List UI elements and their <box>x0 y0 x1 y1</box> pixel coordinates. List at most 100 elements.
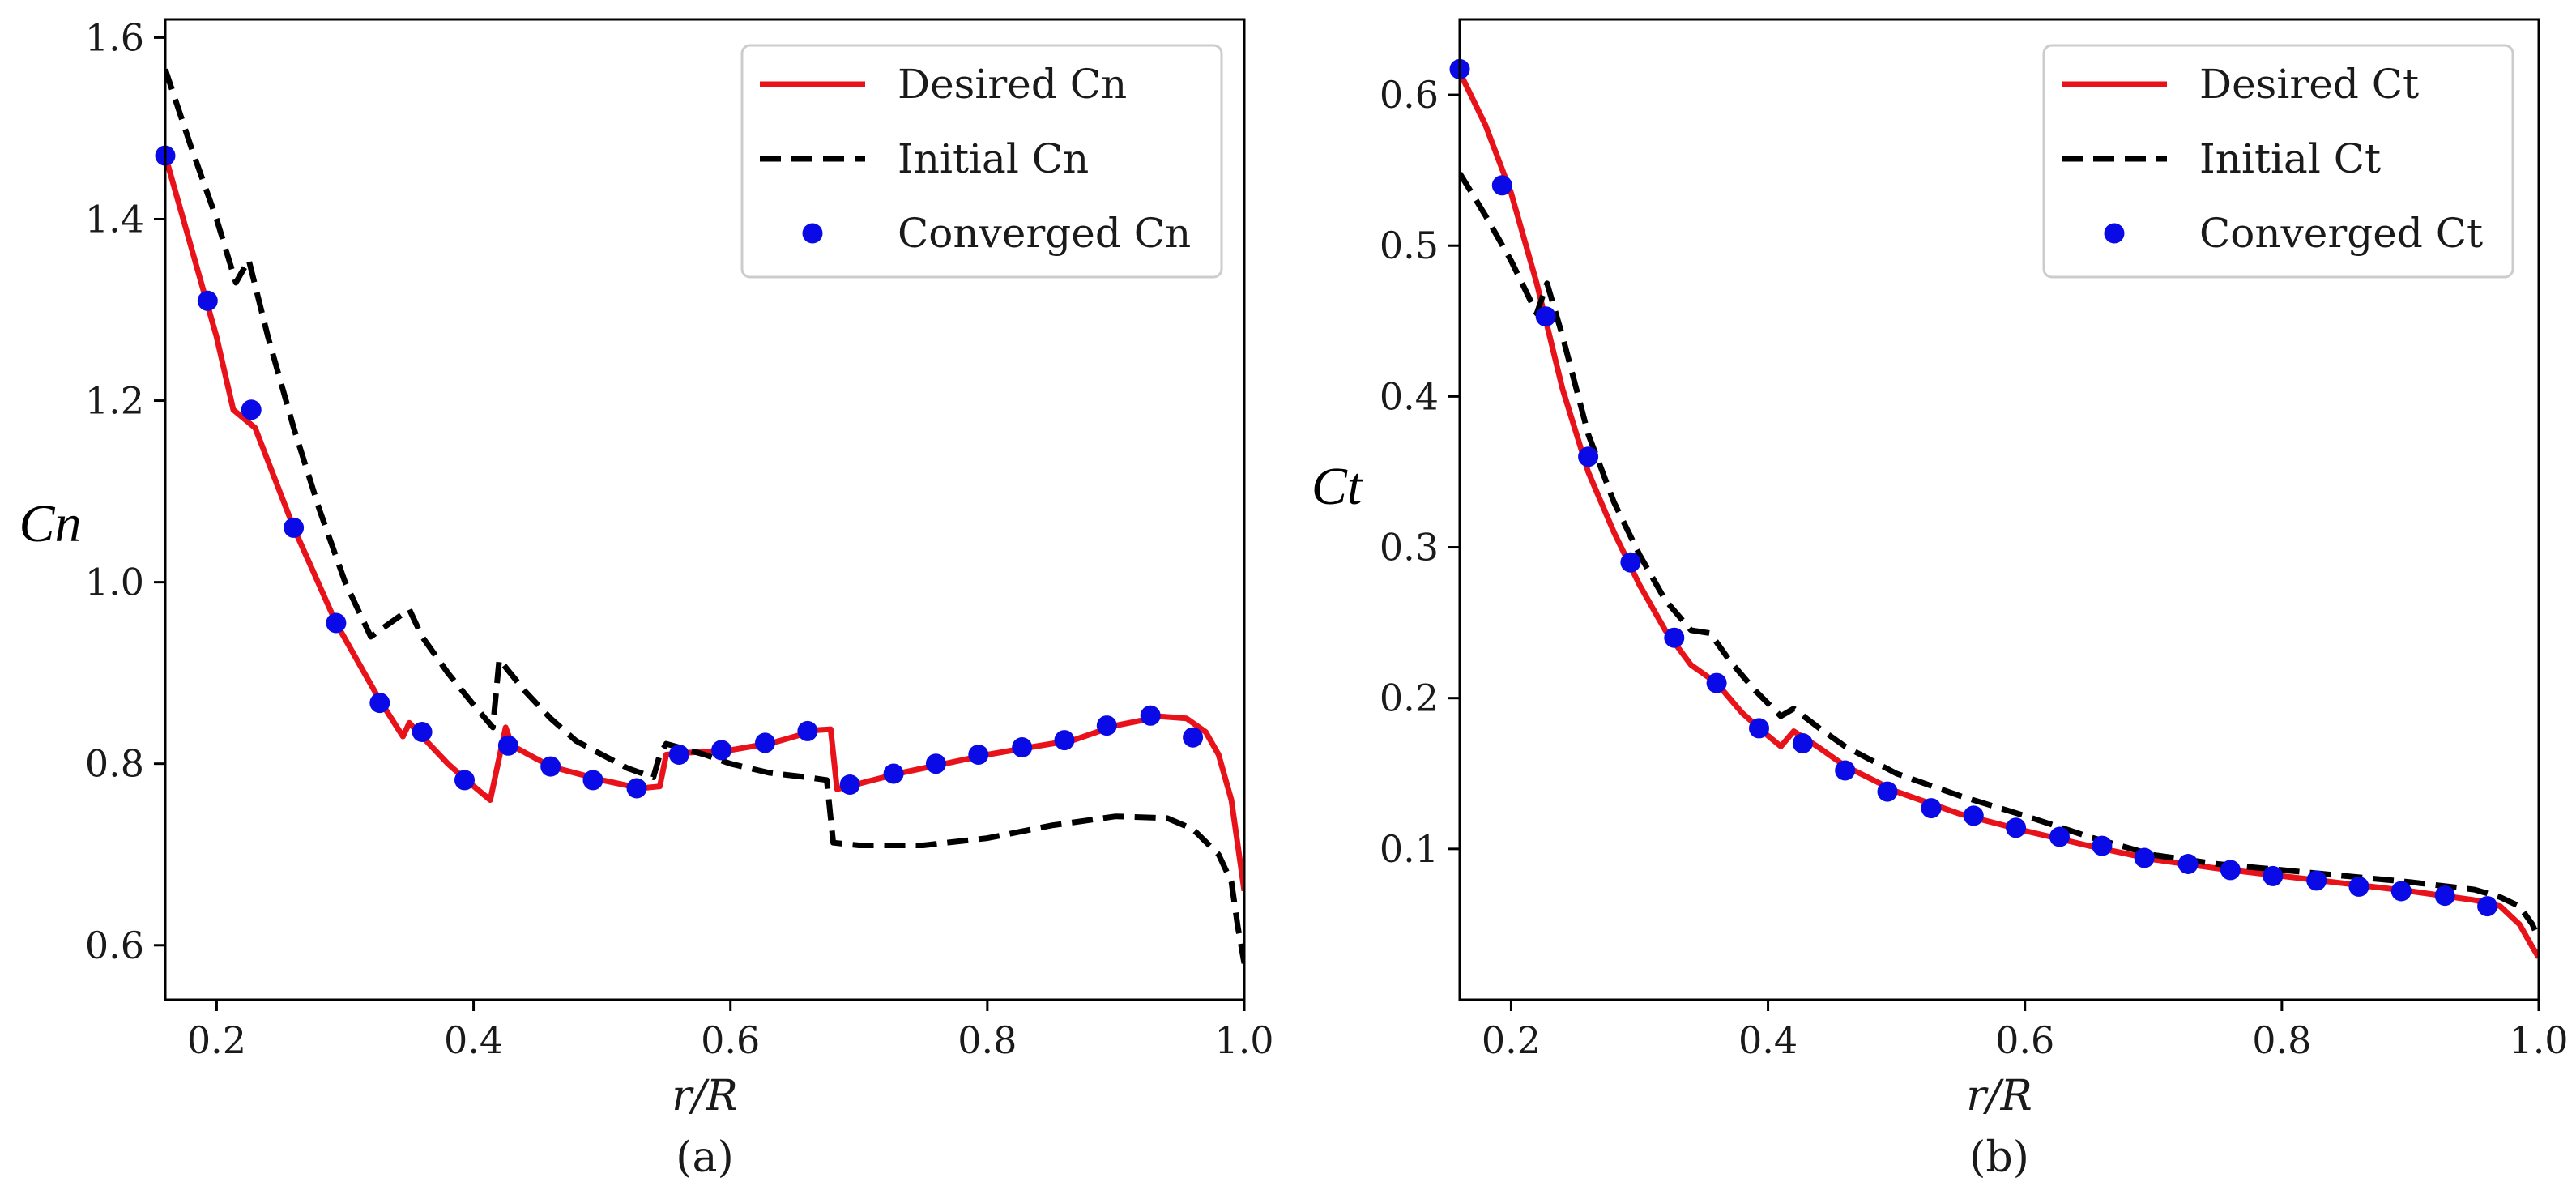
panel-b-marker-2-17 <box>2177 854 2199 874</box>
panel-b-marker-2-22 <box>2390 881 2412 902</box>
chart-panel-a: 0.2 0.4 0.6 0.8 1.0 0.6 0.8 1.0 1.2 1.4 1.6 r/R (… <box>19 15 1273 1182</box>
panel-b-x-tick-label-1: 0.4 <box>1738 1018 1798 1062</box>
panel-a-series-group <box>165 68 1244 964</box>
panel-a-legend-swatch-2 <box>802 223 823 244</box>
panel-b-marker-2-9 <box>1835 760 1856 781</box>
panel-b-y-axis-label: Ct <box>1311 457 1363 516</box>
panel-b-legend-label-0: Desired Ct <box>2199 61 2419 108</box>
panel-b-legend-swatch-2 <box>2104 223 2125 244</box>
panel-a-y-tick-label-1: 0.8 <box>85 742 144 786</box>
panel-a-y-axis-label: Cn <box>19 494 81 553</box>
panel-b-marker-2-21 <box>2348 876 2369 897</box>
panel-a-marker-2-20 <box>1012 737 1033 757</box>
panel-b-marker-2-23 <box>2434 885 2455 907</box>
panel-a-marker-2-13 <box>711 740 732 761</box>
panel-a-marker-2-6 <box>412 722 433 742</box>
panel-a-marker-2-9 <box>540 756 561 777</box>
panel-a-marker-2-23 <box>1140 705 1161 726</box>
panel-a-x-axis: 0.2 0.4 0.6 0.8 1.0 <box>187 1000 1274 1062</box>
panel-a-x-tick-label-1: 0.4 <box>444 1018 503 1062</box>
panel-b-legend-label-1: Initial Ct <box>2199 135 2381 182</box>
panel-b-marker-2-16 <box>2134 847 2155 868</box>
panel-a-frame <box>164 18 1246 1001</box>
panel-b-marker-2-13 <box>2006 817 2027 838</box>
panel-b-marker-2-20 <box>2306 870 2327 891</box>
panel-a-marker-2-8 <box>497 735 518 756</box>
panel-b-x-axis: 0.2 0.4 0.6 0.8 1.0 <box>1482 1000 2569 1062</box>
panel-b-x-tick-label-2: 0.6 <box>1995 1018 2054 1062</box>
panel-a-x-tick-label-3: 0.8 <box>957 1018 1017 1062</box>
panel-b-marker-2-14 <box>2049 826 2070 847</box>
panel-a-marker-2-4 <box>326 612 347 634</box>
panel-b-marker-2-10 <box>1877 781 1898 802</box>
panel-a-y-tick-label-4: 1.4 <box>85 197 144 241</box>
panel-b-legend-label-2: Converged Ct <box>2199 210 2483 257</box>
panel-b-legend: Desired Ct Initial Ct Converged Ct <box>2042 44 2514 279</box>
panel-a-marker-2-7 <box>454 770 475 791</box>
panel-a-marker-2-3 <box>284 517 305 538</box>
panel-b-y-tick-label-3: 0.4 <box>1380 374 1439 418</box>
panel-a-marker-2-17 <box>883 763 904 784</box>
panel-b-x-axis-label: r/R <box>1966 1072 2032 1120</box>
panel-a-legend-box <box>740 44 1223 279</box>
panel-b-y-tick-label-4: 0.5 <box>1380 224 1439 267</box>
panel-a-x-axis-label: r/R <box>672 1072 738 1120</box>
panel-a-y-tick-label-2: 1.0 <box>85 561 144 604</box>
panel-a-marker-2-24 <box>1183 727 1204 748</box>
panel-a-marker-2-11 <box>626 778 647 799</box>
panel-a-legend-label-1: Initial Cn <box>898 135 1089 182</box>
panel-a-y-tick-label-3: 1.2 <box>85 379 144 423</box>
panel-b-marker-2-4 <box>1620 552 1641 573</box>
panel-a-marker-2-5 <box>369 693 390 714</box>
panel-a-y-axis: 0.6 0.8 1.0 1.2 1.4 1.6 <box>85 15 165 967</box>
panel-b-marker-2-8 <box>1792 733 1813 753</box>
panel-b-caption: (b) <box>1969 1133 2029 1182</box>
panel-b-x-tick-label-3: 0.8 <box>2252 1018 2311 1062</box>
panel-b-y-tick-label-2: 0.3 <box>1380 526 1439 570</box>
panel-b-marker-2-3 <box>1578 446 1599 467</box>
panel-a-x-tick-label-0: 0.2 <box>187 1018 246 1062</box>
panel-a-marker-2-14 <box>755 732 775 753</box>
panel-b-x-tick-label-4: 1.0 <box>2509 1018 2568 1062</box>
panel-a-marker-2-16 <box>839 774 860 795</box>
panel-b-marker-2-2 <box>1535 306 1556 327</box>
panel-b-series-initial-ct <box>1460 172 2539 941</box>
panel-a-marker-2-2 <box>241 399 262 420</box>
panel-a-x-tick-label-4: 1.0 <box>1214 1018 1273 1062</box>
panel-b-marker-2-11 <box>1921 798 1942 819</box>
panel-b-legend-box <box>2042 44 2514 279</box>
panel-b-marker-2-19 <box>2263 865 2284 886</box>
panel-b-markers-group <box>1449 58 2498 917</box>
panel-a-markers-group <box>155 145 1204 799</box>
panel-a-marker-2-10 <box>582 770 603 791</box>
chart-panel-b: 0.2 0.4 0.6 0.8 1.0 0.1 0.2 0.3 0.4 0.5 0.6 r/R (… <box>1311 18 2569 1182</box>
panel-b-marker-2-15 <box>2092 835 2113 856</box>
panel-a-caption: (a) <box>676 1133 734 1182</box>
panel-a-marker-2-22 <box>1096 715 1117 736</box>
panel-a-marker-2-15 <box>797 720 818 741</box>
panel-b-marker-2-6 <box>1706 672 1727 693</box>
panel-b-x-tick-label-0: 0.2 <box>1482 1018 1541 1062</box>
panel-b-y-axis: 0.1 0.2 0.3 0.4 0.5 0.6 <box>1380 73 1460 871</box>
panel-a-legend-label-0: Desired Cn <box>898 61 1127 108</box>
panel-b-y-tick-label-5: 0.6 <box>1380 73 1439 117</box>
panel-b-frame <box>1458 18 2540 1001</box>
panel-a-y-tick-label-5: 1.6 <box>85 15 144 59</box>
panel-a-marker-2-1 <box>197 290 218 311</box>
panel-b-y-tick-label-1: 0.2 <box>1380 676 1439 720</box>
panel-a-x-tick-label-2: 0.6 <box>701 1018 760 1062</box>
panel-b-marker-2-18 <box>2220 860 2241 881</box>
panel-a-marker-2-19 <box>968 745 989 765</box>
panel-b-marker-2-5 <box>1664 627 1685 648</box>
panel-a-series-desired-cn <box>165 155 1244 892</box>
panel-a-legend-label-2: Converged Cn <box>898 210 1191 257</box>
panel-b-marker-2-1 <box>1491 175 1512 196</box>
panel-b-marker-2-24 <box>2477 896 2498 917</box>
panel-a-legend: Desired Cn Initial Cn Converged Cn <box>740 44 1223 279</box>
panel-a-marker-2-21 <box>1054 730 1075 751</box>
panel-a-y-tick-label-0: 0.6 <box>85 924 144 967</box>
panel-a-marker-2-18 <box>925 753 946 774</box>
panel-b-marker-2-7 <box>1749 718 1769 739</box>
panel-b-marker-2-12 <box>1963 805 1984 826</box>
